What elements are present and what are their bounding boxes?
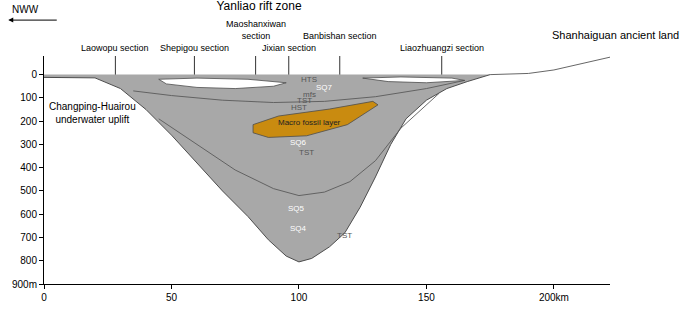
svg-text:900m: 900m — [12, 279, 37, 290]
svg-text:700: 700 — [20, 232, 37, 243]
svg-text:SQ6: SQ6 — [290, 138, 307, 147]
svg-text:SQ5: SQ5 — [288, 204, 305, 213]
svg-text:NWW: NWW — [12, 4, 39, 15]
svg-text:Shepigou section: Shepigou section — [160, 43, 229, 53]
svg-text:Changping-Huairouunderwater up: Changping-Huairouunderwater uplift — [49, 101, 136, 125]
svg-text:200: 200 — [20, 116, 37, 127]
svg-text:HTS: HTS — [301, 75, 317, 84]
svg-text:0: 0 — [41, 292, 47, 303]
svg-text:Macro fossil layer: Macro fossil layer — [278, 118, 341, 127]
svg-text:mfs: mfs — [303, 90, 316, 99]
svg-text:300: 300 — [20, 139, 37, 150]
svg-text:Maoshanxiwansection: Maoshanxiwansection — [226, 19, 286, 41]
svg-text:400: 400 — [20, 162, 37, 173]
svg-text:Shanhaiguan ancient land: Shanhaiguan ancient land — [552, 29, 679, 41]
svg-text:Yanliao rift zone: Yanliao rift zone — [216, 0, 301, 13]
svg-text:200km: 200km — [539, 292, 569, 303]
svg-text:100: 100 — [20, 92, 37, 103]
svg-text:HST: HST — [291, 103, 307, 112]
svg-text:600: 600 — [20, 209, 37, 220]
svg-text:Jixian section: Jixian section — [262, 43, 316, 53]
svg-text:TST: TST — [337, 231, 352, 240]
svg-text:Banbishan section: Banbishan section — [303, 31, 377, 41]
svg-text:SQ7: SQ7 — [316, 83, 333, 92]
svg-text:800: 800 — [20, 255, 37, 266]
svg-text:Liaozhuangzi section: Liaozhuangzi section — [400, 43, 484, 53]
svg-text:500: 500 — [20, 185, 37, 196]
svg-text:50: 50 — [166, 292, 178, 303]
svg-text:TST: TST — [299, 148, 314, 157]
svg-text:150: 150 — [418, 292, 435, 303]
svg-text:Laowopu section: Laowopu section — [81, 43, 149, 53]
svg-text:SQ4: SQ4 — [290, 224, 307, 233]
svg-text:0: 0 — [31, 69, 37, 80]
svg-text:TST: TST — [297, 96, 312, 105]
svg-text:100: 100 — [291, 292, 308, 303]
